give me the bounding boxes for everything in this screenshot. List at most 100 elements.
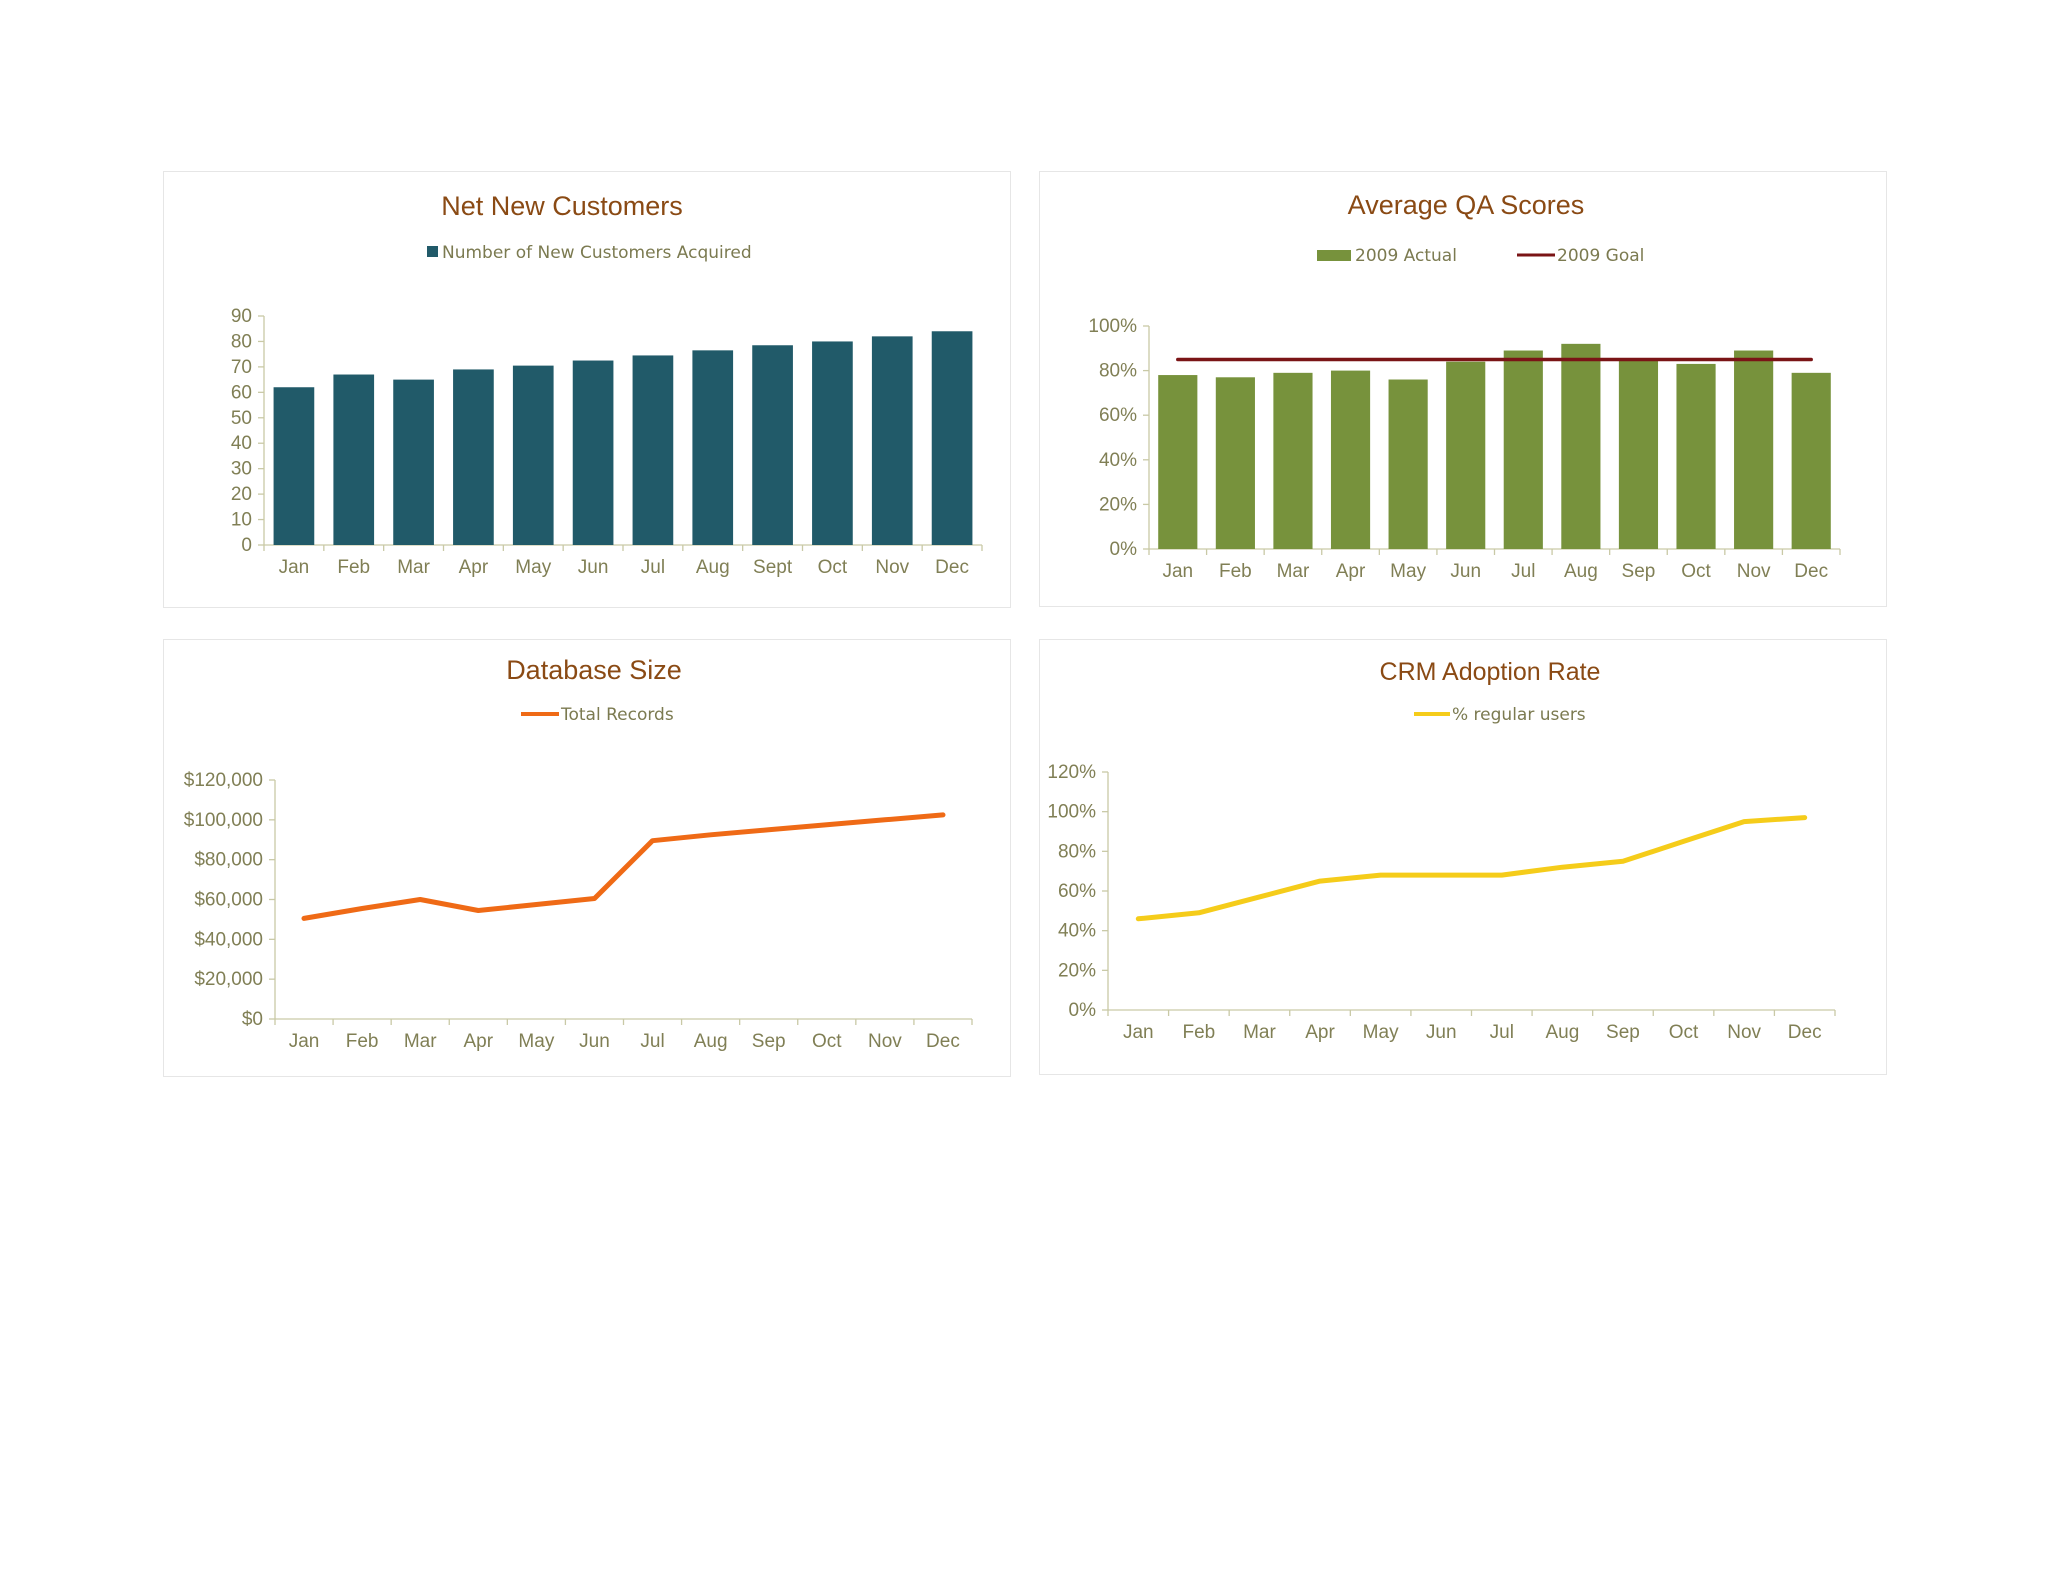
qa-legend-actual-swatch: [1317, 250, 1351, 261]
qa-chart-title: Average QA Scores: [1348, 190, 1585, 220]
adoption-y-axis: 0% 20% 40% 60% 80% 100% 120%: [1047, 762, 1109, 1021]
records-y-tick-label: $100,000: [184, 810, 263, 831]
adoption-x-tick-label: Nov: [1727, 1022, 1761, 1043]
customers-x-tick-label: Jan: [279, 557, 310, 578]
customers-legend: Number of New Customers Acquired: [427, 243, 752, 263]
customers-x-tick-label: Nov: [875, 557, 909, 578]
customers-x-tick-label: Mar: [397, 557, 430, 578]
customers-y-tick-label: 80: [231, 331, 252, 352]
qa-bar: [1215, 377, 1255, 549]
adoption-x-tick-label: Jul: [1490, 1022, 1514, 1043]
qa-x-axis: Jan Feb Mar Apr May Jun Jul Aug Sep Oct Nov Dec: [1148, 548, 1841, 582]
qa-legend: 2009 Actual 2009 Goal: [1317, 246, 1644, 266]
qa-bar: [1791, 372, 1831, 549]
records-x-tick-label: Jan: [289, 1031, 320, 1052]
qa-bar: [1446, 361, 1486, 549]
customers-y-tick-label: 30: [231, 459, 252, 480]
qa-bar: [1676, 363, 1716, 549]
qa-x-tick-label: Feb: [1219, 561, 1252, 582]
customers-chart-panel: Net New Customers Number of New Customer…: [163, 171, 1011, 608]
customers-legend-swatch: [427, 246, 438, 257]
customers-bar: [333, 374, 375, 545]
records-x-tick-label: Jun: [579, 1031, 610, 1052]
adoption-x-tick-label: Sep: [1606, 1022, 1640, 1043]
records-y-tick-label: $120,000: [184, 770, 263, 791]
qa-x-tick-label: Jun: [1450, 561, 1481, 582]
adoption-x-axis: Jan Feb Mar Apr May Jun Jul Aug Sep Oct Nov Dec: [1107, 1009, 1836, 1043]
adoption-legend: % regular users: [1414, 705, 1586, 725]
qa-y-tick-label: 100%: [1088, 316, 1137, 337]
qa-bar: [1734, 350, 1774, 549]
records-legend-label: Total Records: [560, 705, 674, 725]
qa-y-tick-label: 20%: [1099, 494, 1137, 515]
customers-x-tick-label: Aug: [696, 557, 730, 578]
records-x-tick-label: Aug: [694, 1031, 728, 1052]
customers-bar: [512, 365, 554, 545]
customers-bar: [273, 387, 315, 545]
records-x-tick-label: Feb: [346, 1031, 379, 1052]
records-y-axis: $0 $20,000 $40,000 $60,000 $80,000 $100,000 $1…: [184, 770, 276, 1030]
customers-x-tick-label: Sept: [753, 557, 793, 578]
records-chart-title: Database Size: [506, 655, 682, 685]
customers-bar: [752, 345, 793, 545]
customers-bar: [871, 336, 913, 545]
customers-y-tick-label: 0: [241, 535, 252, 556]
records-y-tick-label: $60,000: [194, 890, 263, 911]
qa-y-tick-label: 60%: [1099, 405, 1137, 426]
customers-x-tick-label: May: [515, 557, 551, 578]
customers-bar: [692, 350, 734, 545]
adoption-x-tick-label: Feb: [1183, 1022, 1216, 1043]
records-x-tick-label: Mar: [404, 1031, 437, 1052]
customers-y-tick-label: 10: [231, 510, 252, 531]
customers-bar: [393, 379, 434, 545]
qa-bar: [1330, 370, 1371, 549]
qa-x-tick-label: Aug: [1564, 561, 1598, 582]
qa-bar: [1561, 343, 1601, 549]
adoption-x-tick-label: Oct: [1669, 1022, 1699, 1043]
records-x-tick-label: Sep: [752, 1031, 786, 1052]
qa-bars: [1158, 343, 1831, 549]
adoption-y-tick-label: 60%: [1058, 881, 1096, 902]
qa-x-tick-label: Apr: [1336, 561, 1366, 582]
records-y-tick-label: $20,000: [194, 969, 263, 990]
customers-bar: [632, 355, 674, 545]
adoption-x-tick-label: Jun: [1426, 1022, 1457, 1043]
records-chart: Database Size Total Records $0 $20,000 $40…: [184, 655, 973, 1052]
customers-y-tick-label: 40: [231, 433, 252, 454]
customers-bar: [931, 331, 973, 545]
customers-y-tick-label: 50: [231, 408, 252, 429]
records-x-tick-label: Jul: [640, 1031, 664, 1052]
customers-y-tick-label: 20: [231, 484, 252, 505]
customers-x-tick-label: Feb: [337, 557, 370, 578]
adoption-legend-label: % regular users: [1452, 705, 1586, 725]
customers-chart: Net New Customers Number of New Customer…: [231, 191, 983, 578]
customers-x-tick-label: Jul: [641, 557, 665, 578]
customers-bar: [572, 360, 614, 545]
qa-y-tick-label: 40%: [1099, 450, 1137, 471]
records-chart-panel: Database Size Total Records $0 $20,000 $40…: [163, 639, 1011, 1077]
customers-y-tick-label: 90: [231, 306, 252, 327]
adoption-x-tick-label: Jan: [1123, 1022, 1154, 1043]
qa-y-tick-label: 80%: [1099, 361, 1137, 382]
records-y-tick-label: $80,000: [194, 850, 263, 871]
records-x-axis: Jan Feb Mar Apr May Jun Jul Aug Sep Oct Nov Dec: [274, 1018, 973, 1052]
adoption-y-tick-label: 120%: [1047, 762, 1096, 783]
customers-x-tick-label: Dec: [935, 557, 969, 578]
customers-bar: [812, 341, 853, 545]
adoption-y-tick-label: 20%: [1058, 960, 1096, 981]
adoption-y-tick-label: 0%: [1069, 1000, 1097, 1021]
customers-bars: [273, 331, 973, 545]
qa-legend-actual-label: 2009 Actual: [1355, 246, 1457, 266]
customers-chart-title: Net New Customers: [441, 191, 683, 221]
records-y-tick-label: $40,000: [194, 929, 263, 950]
qa-bar: [1618, 359, 1659, 549]
records-x-tick-label: May: [518, 1031, 554, 1052]
adoption-chart: CRM Adoption Rate % regular users 0% 20% 4…: [1047, 658, 1836, 1043]
qa-bar: [1388, 379, 1428, 549]
records-y-tick-label: $0: [242, 1009, 263, 1030]
qa-bar: [1273, 372, 1313, 549]
records-legend: Total Records: [521, 705, 674, 725]
adoption-y-tick-label: 80%: [1058, 841, 1096, 862]
adoption-x-tick-label: Dec: [1788, 1022, 1822, 1043]
records-x-tick-label: Apr: [464, 1031, 494, 1052]
